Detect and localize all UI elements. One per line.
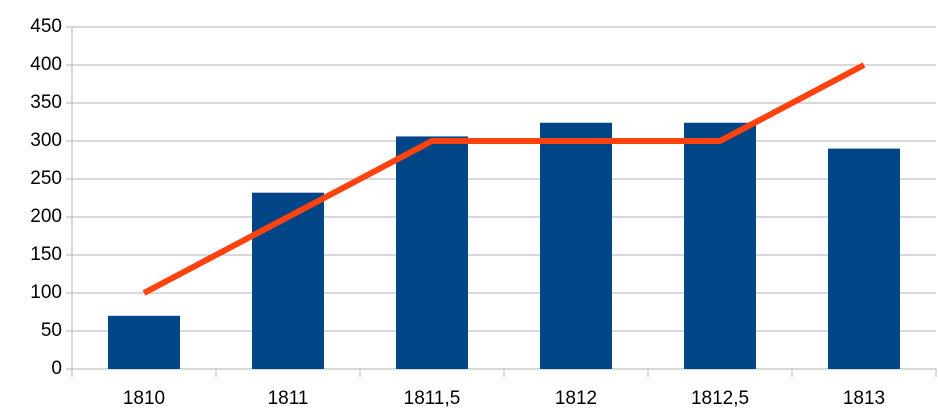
bar bbox=[684, 122, 756, 369]
y-tick-label: 200 bbox=[30, 206, 62, 227]
bar bbox=[252, 192, 324, 369]
y-tick-label: 100 bbox=[30, 282, 62, 303]
bar bbox=[396, 136, 468, 369]
y-tick-label: 0 bbox=[51, 358, 62, 379]
y-tick-label: 50 bbox=[41, 320, 62, 341]
y-tick-label: 150 bbox=[30, 244, 62, 265]
y-tick-label: 350 bbox=[30, 92, 62, 113]
y-tick-label: 300 bbox=[30, 130, 62, 151]
x-tick-label: 1810 bbox=[123, 388, 165, 409]
y-tick-label: 450 bbox=[30, 16, 62, 37]
bar bbox=[108, 315, 180, 369]
y-tick-label: 400 bbox=[30, 54, 62, 75]
bar bbox=[828, 148, 900, 369]
x-tick-label: 1812,5 bbox=[691, 388, 749, 409]
x-tick-label: 1811,5 bbox=[404, 388, 461, 409]
bar bbox=[540, 122, 612, 369]
x-tick-label: 1813 bbox=[843, 388, 885, 409]
y-tick-label: 250 bbox=[30, 168, 62, 189]
x-tick-label: 1811 bbox=[268, 388, 309, 409]
line bbox=[142, 62, 866, 296]
x-tick-label: 1812 bbox=[555, 388, 597, 409]
